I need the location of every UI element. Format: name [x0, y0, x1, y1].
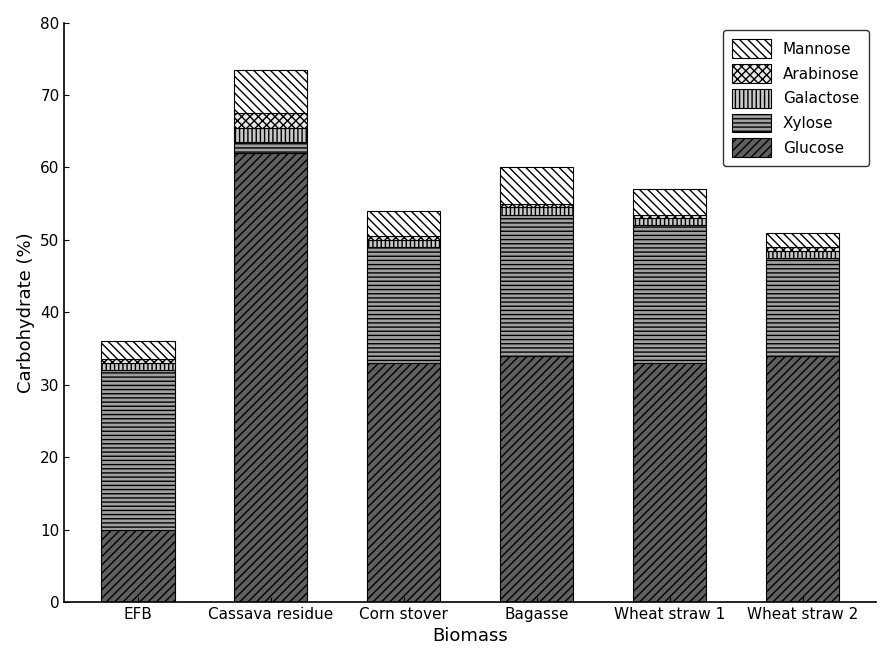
- Bar: [234, 113, 307, 128]
- Bar: [234, 70, 307, 113]
- Bar: [234, 142, 307, 153]
- Bar: [367, 211, 440, 236]
- Bar: [633, 218, 706, 225]
- Bar: [500, 167, 573, 204]
- Y-axis label: Carbohydrate (%): Carbohydrate (%): [17, 232, 35, 393]
- Bar: [500, 207, 573, 214]
- Bar: [102, 370, 174, 530]
- Bar: [367, 247, 440, 363]
- Bar: [367, 240, 440, 247]
- Bar: [633, 363, 706, 602]
- Bar: [102, 363, 174, 370]
- Bar: [766, 355, 839, 602]
- Bar: [633, 225, 706, 363]
- Bar: [766, 247, 839, 251]
- Bar: [633, 214, 706, 218]
- Bar: [766, 258, 839, 355]
- Bar: [367, 236, 440, 240]
- Bar: [102, 341, 174, 359]
- Bar: [102, 359, 174, 363]
- Bar: [102, 530, 174, 602]
- Bar: [367, 363, 440, 602]
- Bar: [500, 204, 573, 207]
- Bar: [500, 355, 573, 602]
- Bar: [766, 232, 839, 247]
- Bar: [234, 128, 307, 142]
- Legend: Mannose, Arabinose, Galactose, Xylose, Glucose: Mannose, Arabinose, Galactose, Xylose, G…: [723, 30, 869, 166]
- X-axis label: Biomass: Biomass: [432, 628, 508, 645]
- Bar: [234, 153, 307, 602]
- Bar: [633, 189, 706, 214]
- Bar: [766, 251, 839, 258]
- Bar: [500, 214, 573, 355]
